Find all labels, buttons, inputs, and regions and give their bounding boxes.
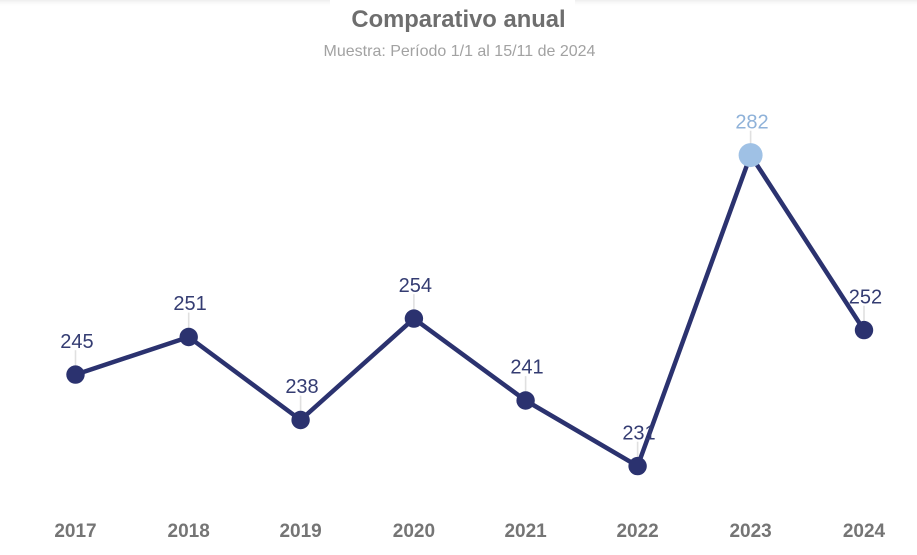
svg-text:251: 251 (173, 293, 206, 315)
svg-text:282: 282 (735, 111, 768, 133)
svg-text:252: 252 (849, 286, 882, 308)
svg-text:231: 231 (622, 422, 655, 444)
svg-text:2023: 2023 (729, 521, 771, 542)
svg-text:2024: 2024 (843, 521, 886, 542)
svg-text:238: 238 (285, 376, 318, 398)
svg-text:Muestra: Período 1/1 al 15/11: Muestra: Período 1/1 al 15/11 de 2024 (324, 43, 596, 60)
svg-text:Comparativo anual: Comparativo anual (351, 6, 565, 33)
svg-text:245: 245 (60, 331, 93, 353)
svg-text:241: 241 (510, 357, 543, 379)
svg-text:2021: 2021 (504, 521, 547, 542)
svg-text:254: 254 (399, 275, 432, 297)
svg-text:2018: 2018 (168, 521, 210, 542)
svg-text:2022: 2022 (616, 521, 658, 542)
svg-text:2019: 2019 (279, 521, 321, 542)
svg-text:2017: 2017 (54, 521, 96, 542)
svg-text:2020: 2020 (393, 521, 435, 542)
